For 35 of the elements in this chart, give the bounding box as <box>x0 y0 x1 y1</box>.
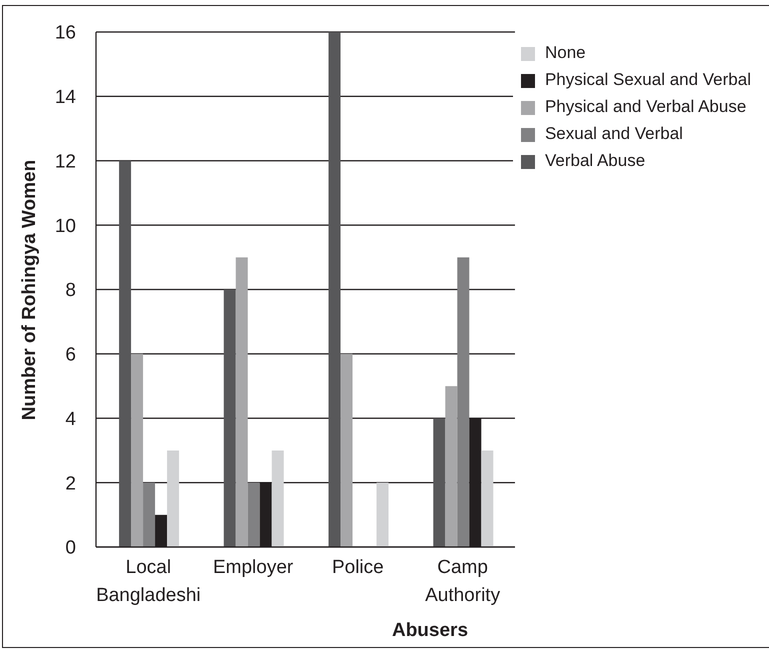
y-tick-label: 4 <box>65 408 76 430</box>
bar <box>328 32 341 547</box>
y-tick-label: 6 <box>65 344 76 366</box>
bar <box>457 257 470 547</box>
y-tick-label: 10 <box>54 216 76 237</box>
x-tick-label: Local Bangladeshi <box>96 557 201 606</box>
bar <box>119 160 132 547</box>
y-tick-label: 12 <box>54 151 76 172</box>
bar <box>248 482 260 547</box>
y-tick-label: 16 <box>54 22 76 44</box>
y-tick-label: 0 <box>65 538 76 559</box>
bar <box>167 450 180 547</box>
x-tick-label: Police <box>332 557 384 578</box>
y-tick-label: 8 <box>65 280 76 302</box>
bar <box>433 418 446 547</box>
x-axis-title: Abusers <box>392 620 468 642</box>
legend-label: Physical and Verbal Abuse <box>544 97 746 116</box>
legend-label: Verbal Abuse <box>544 151 646 170</box>
legend-label: None <box>544 43 586 62</box>
x-tick-label: Camp Authority <box>425 557 501 606</box>
bar <box>143 482 156 547</box>
bar <box>236 257 248 547</box>
bar <box>376 482 389 547</box>
bar <box>481 450 494 547</box>
y-tick-label: 2 <box>65 473 76 494</box>
bar <box>131 354 144 547</box>
y-tick-label: 14 <box>54 87 76 108</box>
x-tick-label: Employer <box>212 557 294 578</box>
bar <box>445 386 458 547</box>
bar <box>272 450 284 547</box>
bar <box>224 290 236 547</box>
y-axis-title: Number of Rohingya Women <box>19 160 41 420</box>
bar <box>340 354 353 547</box>
legend-label: Sexual and Verbal <box>544 124 683 143</box>
legend-label: Physical Sexual and Verbal <box>544 70 751 89</box>
